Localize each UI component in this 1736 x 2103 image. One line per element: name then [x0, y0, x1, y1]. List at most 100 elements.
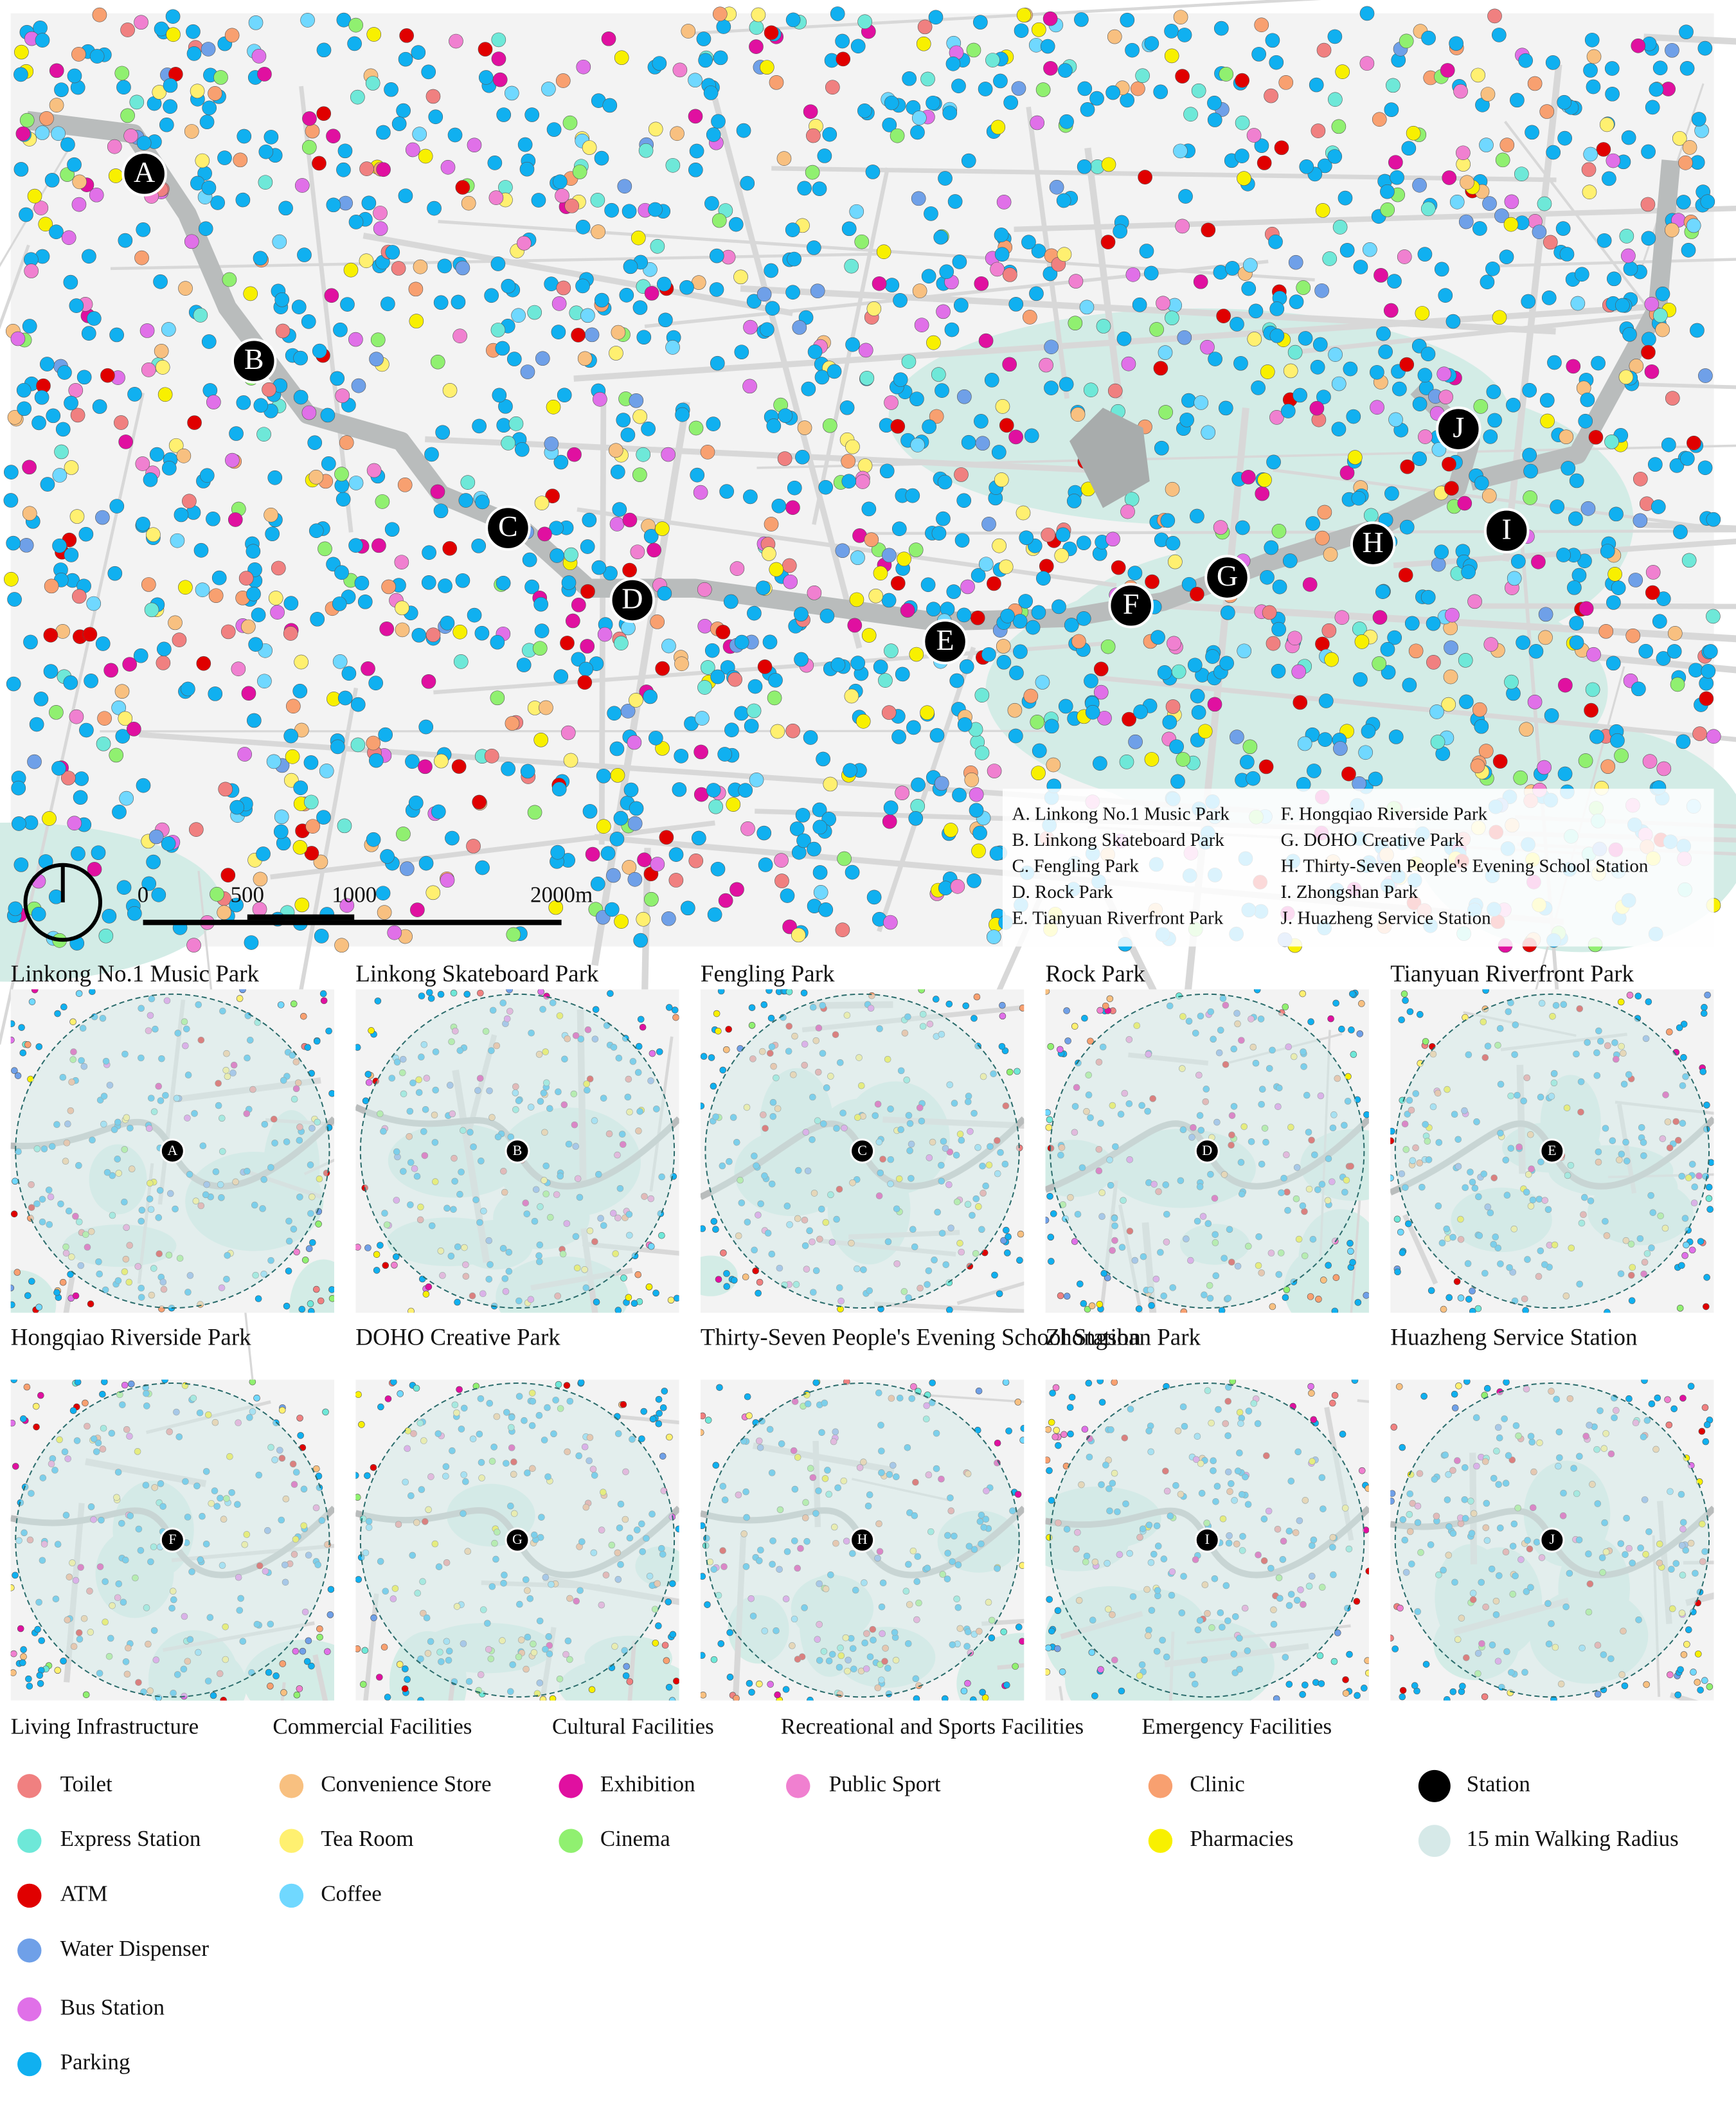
- poi-dot: [1328, 347, 1343, 362]
- poi-dot: [667, 1296, 675, 1304]
- poi-dot: [1015, 1624, 1023, 1631]
- poi-dot: [557, 388, 572, 403]
- poi-dot: [283, 1302, 291, 1310]
- poi-dot: [1257, 156, 1272, 170]
- poi-dot: [596, 819, 611, 834]
- poi-dot: [274, 809, 289, 825]
- poi-dot: [422, 1291, 430, 1298]
- poi-dot: [1692, 726, 1707, 741]
- poi-dot: [1555, 221, 1571, 236]
- poi-dot: [300, 1012, 307, 1020]
- poi-dot: [756, 1680, 763, 1688]
- station-letter: J: [1453, 411, 1464, 443]
- poi-dot: [1145, 574, 1159, 589]
- poi-dot: [734, 634, 749, 650]
- poi-dot: [60, 771, 76, 785]
- poi-dot: [1190, 508, 1204, 524]
- poi-dot: [231, 661, 246, 677]
- poi-dot: [86, 311, 102, 326]
- poi-dot: [1316, 389, 1331, 404]
- poi-dot: [69, 1407, 77, 1415]
- poi-dot: [1235, 73, 1249, 88]
- poi-dot: [366, 463, 382, 478]
- poi-dot: [996, 654, 1012, 670]
- poi-dot: [609, 741, 625, 756]
- poi-dot: [994, 247, 1010, 262]
- panel-title: Fengling Park: [701, 961, 835, 987]
- poi-dot: [1179, 412, 1194, 427]
- poi-dot: [710, 669, 725, 685]
- poi-dot: [1352, 776, 1367, 791]
- poi-dot: [726, 1629, 733, 1636]
- poi-dot: [1445, 607, 1460, 623]
- poi-dot: [901, 354, 917, 369]
- poi-dot: [1621, 248, 1636, 264]
- poi-dot: [758, 857, 773, 872]
- poi-dot: [978, 82, 993, 96]
- poi-dot: [827, 364, 842, 379]
- poi-dot: [942, 1695, 949, 1701]
- panel-map: A: [10, 989, 334, 1313]
- poi-dot: [1008, 429, 1023, 445]
- poi-dot: [756, 287, 772, 302]
- poi-dot: [1122, 711, 1136, 727]
- poi-dot: [748, 1004, 756, 1012]
- poi-dot: [971, 568, 986, 583]
- poi-dot: [669, 1580, 676, 1588]
- poi-dot: [1235, 520, 1250, 535]
- poi-dot: [1269, 410, 1284, 425]
- poi-dot: [283, 728, 299, 744]
- poi-dot: [1181, 577, 1197, 592]
- poi-dot: [706, 127, 721, 142]
- poi-dot: [1375, 584, 1390, 599]
- poi-dot: [992, 538, 1007, 553]
- poi-dot: [188, 822, 204, 837]
- poi-dot: [309, 469, 324, 485]
- poi-dot: [136, 136, 152, 150]
- poi-dot: [1442, 170, 1457, 185]
- poi-dot: [1457, 1294, 1465, 1302]
- road: [873, 1302, 1025, 1313]
- poi-dot: [723, 1270, 730, 1277]
- station-letter: H: [857, 1531, 868, 1547]
- poi-dot: [1327, 29, 1343, 44]
- station-marker: [1108, 582, 1154, 629]
- poi-dot: [25, 1675, 32, 1683]
- poi-dot: [10, 1669, 17, 1676]
- poi-dot: [421, 575, 436, 590]
- poi-dot: [1071, 1023, 1078, 1030]
- poi-dot: [477, 989, 484, 997]
- poi-dot: [910, 125, 925, 140]
- poi-dot: [1331, 119, 1347, 134]
- poi-dot: [1084, 1305, 1091, 1313]
- poi-dot: [524, 579, 539, 595]
- poi-dot: [248, 637, 264, 652]
- poi-dot: [1282, 553, 1298, 568]
- poi-dot: [376, 125, 391, 140]
- poi-dot: [1045, 1217, 1050, 1224]
- poi-dot: [86, 596, 102, 611]
- poi-dot: [1233, 355, 1248, 371]
- poi-dot: [1434, 262, 1449, 277]
- poi-dot: [292, 1647, 300, 1655]
- poi-dot: [953, 298, 969, 313]
- poi-dot: [1013, 644, 1028, 659]
- poi-dot: [498, 398, 513, 414]
- poi-dot: [285, 749, 300, 764]
- poi-dot: [861, 501, 877, 517]
- poi-dot: [604, 902, 620, 917]
- poi-dot: [595, 292, 609, 308]
- poi-dot: [1042, 11, 1058, 26]
- poi-dot: [1504, 674, 1519, 690]
- poi-dot: [290, 1000, 298, 1008]
- poi-dot: [301, 1257, 309, 1264]
- poi-dot: [1514, 166, 1529, 182]
- poi-dot: [1004, 1249, 1011, 1257]
- poi-dot: [1506, 397, 1521, 413]
- poi-dot: [1002, 1379, 1010, 1386]
- poi-dot: [1557, 94, 1572, 110]
- poi-dot: [1645, 585, 1660, 600]
- poi-dot: [823, 776, 838, 792]
- poi-dot: [593, 391, 607, 407]
- poi-dot: [1566, 359, 1581, 374]
